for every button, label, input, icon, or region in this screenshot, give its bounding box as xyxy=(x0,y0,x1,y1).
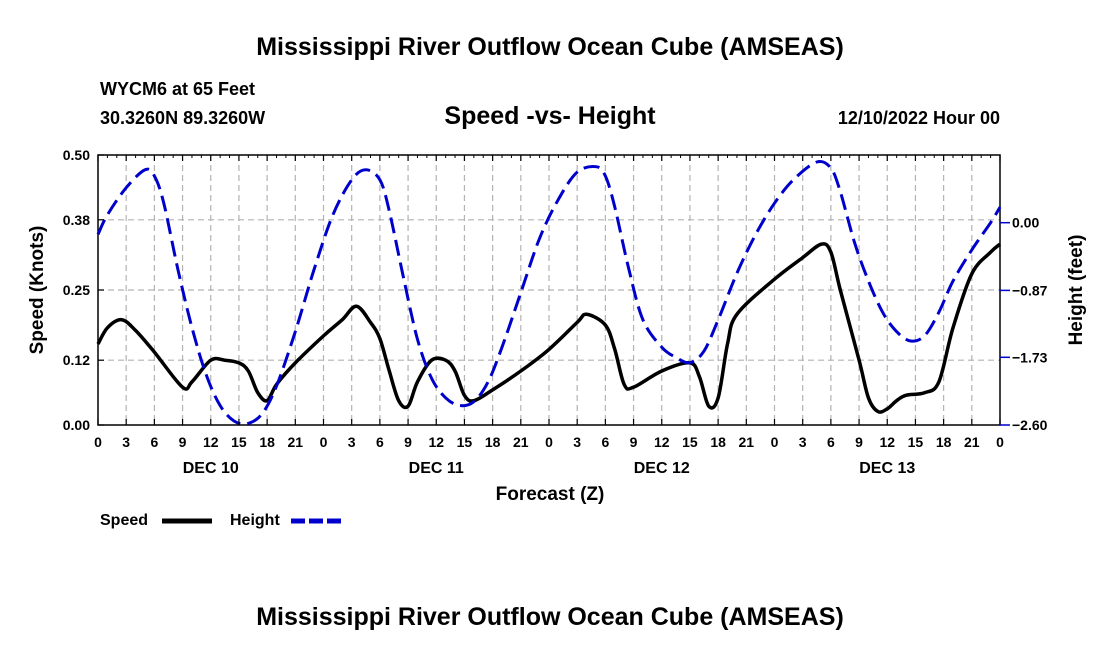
x-day-label: DEC 12 xyxy=(634,460,690,477)
legend-height-label: Height xyxy=(230,512,280,529)
x-tick-label: 6 xyxy=(150,434,158,450)
x-tick-label: 3 xyxy=(573,434,581,450)
x-tick-label: 18 xyxy=(485,434,501,450)
legend-speed-label: Speed xyxy=(100,512,148,529)
x-tick-label: 9 xyxy=(855,434,863,450)
x-axis-label: Forecast (Z) xyxy=(496,484,605,505)
y2-tick-label: −2.60 xyxy=(1012,417,1048,433)
x-tick-label: 15 xyxy=(231,434,247,450)
x-tick-label: 12 xyxy=(879,434,895,450)
station-label: WYCM6 at 65 Feet xyxy=(100,79,255,99)
x-tick-label: 6 xyxy=(601,434,609,450)
y-tick-label: 0.38 xyxy=(63,212,90,228)
tick-layer: 0 3 6 9 12 15 18 21 0 3 6 9 12 15 18 21 0 3 6 9 12 15 18 21 0 3 6 9… xyxy=(63,147,1048,477)
y2-tick-label: −1.73 xyxy=(1012,349,1048,365)
y2-tick-label: 0.00 xyxy=(1012,215,1039,231)
x-tick-label: 21 xyxy=(964,434,980,450)
x-day-label: DEC 13 xyxy=(859,460,915,477)
speed-series-line xyxy=(96,242,1002,414)
footer-title: Mississippi River Outflow Ocean Cube (AM… xyxy=(256,603,844,631)
x-tick-label: 0 xyxy=(545,434,553,450)
chart-title: Mississippi River Outflow Ocean Cube (AM… xyxy=(256,33,844,61)
series-layer xyxy=(96,159,1002,426)
plot-title: Speed -vs- Height xyxy=(444,102,656,130)
x-tick-label: 12 xyxy=(428,434,444,450)
x-tick-label: 9 xyxy=(404,434,412,450)
y2-tick-label: −0.87 xyxy=(1012,282,1048,298)
y-tick-label: 0.25 xyxy=(63,282,90,298)
x-tick-label: 0 xyxy=(320,434,328,450)
x-tick-label: 15 xyxy=(908,434,924,450)
height-series-line xyxy=(96,159,1002,426)
x-tick-label: 6 xyxy=(376,434,384,450)
x-tick-label: 3 xyxy=(799,434,807,450)
x-tick-label: 21 xyxy=(288,434,304,450)
x-tick-label: 3 xyxy=(122,434,130,450)
legend: Speed Height xyxy=(100,512,343,529)
x-day-label: DEC 11 xyxy=(409,460,464,477)
x-tick-label: 18 xyxy=(710,434,726,450)
y-tick-label: 0.50 xyxy=(63,147,90,163)
x-tick-label: 9 xyxy=(179,434,187,450)
x-tick-label: 6 xyxy=(827,434,835,450)
x-tick-label: 0 xyxy=(996,434,1004,450)
y-axis-label: Speed (Knots) xyxy=(27,226,48,355)
coordinates-label: 30.3260N 89.3260W xyxy=(100,108,265,128)
y-tick-label: 0.12 xyxy=(63,352,90,368)
x-tick-label: 18 xyxy=(936,434,952,450)
x-tick-label: 18 xyxy=(259,434,275,450)
x-tick-label: 0 xyxy=(771,434,779,450)
x-tick-label: 12 xyxy=(654,434,670,450)
x-tick-label: 21 xyxy=(739,434,755,450)
y2-axis-label: Height (feet) xyxy=(1066,235,1087,346)
x-day-label: DEC 10 xyxy=(183,460,239,477)
datetime-label: 12/10/2022 Hour 00 xyxy=(838,108,1000,128)
x-tick-label: 12 xyxy=(203,434,219,450)
x-tick-label: 9 xyxy=(630,434,638,450)
x-tick-label: 15 xyxy=(457,434,473,450)
x-tick-label: 15 xyxy=(682,434,698,450)
y-tick-label: 0.00 xyxy=(63,417,90,433)
x-tick-label: 0 xyxy=(94,434,102,450)
x-tick-label: 21 xyxy=(513,434,529,450)
x-tick-label: 3 xyxy=(348,434,356,450)
